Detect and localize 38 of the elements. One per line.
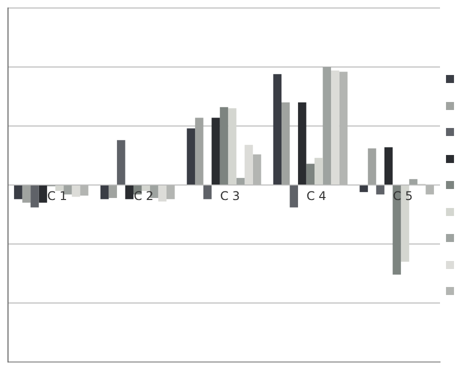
bar bbox=[158, 186, 166, 202]
bar bbox=[282, 102, 290, 184]
bar bbox=[203, 186, 212, 200]
bar bbox=[14, 186, 22, 200]
bar bbox=[30, 186, 39, 208]
bar bbox=[236, 178, 245, 184]
bar bbox=[360, 186, 368, 192]
bar bbox=[273, 74, 282, 184]
bar bbox=[298, 102, 306, 184]
bar bbox=[244, 144, 253, 184]
bar bbox=[314, 158, 323, 184]
bar bbox=[384, 147, 393, 184]
bar bbox=[212, 118, 220, 184]
bar bbox=[116, 140, 126, 184]
bar bbox=[22, 186, 31, 203]
bar bbox=[72, 186, 80, 197]
bar bbox=[125, 186, 134, 200]
bar bbox=[55, 186, 64, 191]
bar bbox=[306, 164, 315, 184]
x-tick-label: C 3 bbox=[220, 189, 240, 204]
bar bbox=[392, 186, 401, 275]
bar bbox=[409, 179, 418, 184]
bar bbox=[376, 186, 384, 194]
x-tick-label: C 5 bbox=[392, 189, 413, 204]
bar bbox=[195, 118, 204, 184]
bar bbox=[331, 70, 340, 184]
bar bbox=[228, 108, 236, 184]
bar bbox=[108, 186, 117, 198]
bar bbox=[186, 128, 196, 184]
bar bbox=[100, 186, 109, 200]
bar bbox=[142, 186, 150, 191]
x-tick-label: C 4 bbox=[306, 189, 326, 204]
bar bbox=[322, 67, 332, 184]
bar bbox=[38, 186, 48, 203]
bar bbox=[368, 148, 376, 184]
bar bbox=[220, 107, 228, 184]
bar bbox=[290, 186, 298, 208]
x-tick-label: C 1 bbox=[47, 189, 68, 204]
